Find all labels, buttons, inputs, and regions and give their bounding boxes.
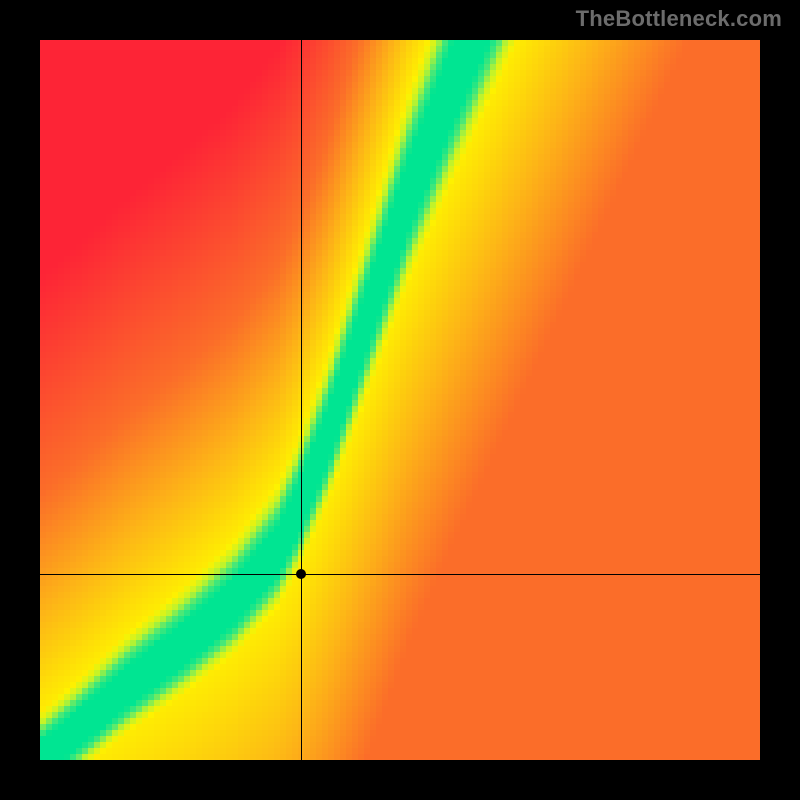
bottleneck-heatmap bbox=[40, 40, 760, 760]
crosshair-vertical bbox=[301, 40, 302, 760]
plot-area bbox=[40, 40, 760, 760]
crosshair-marker bbox=[296, 569, 306, 579]
attribution-text: TheBottleneck.com bbox=[576, 6, 782, 32]
crosshair-horizontal bbox=[40, 574, 760, 575]
